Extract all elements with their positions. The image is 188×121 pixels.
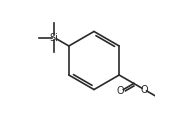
Text: Si: Si bbox=[50, 33, 59, 42]
Text: O: O bbox=[117, 86, 124, 96]
Text: O: O bbox=[140, 85, 148, 95]
